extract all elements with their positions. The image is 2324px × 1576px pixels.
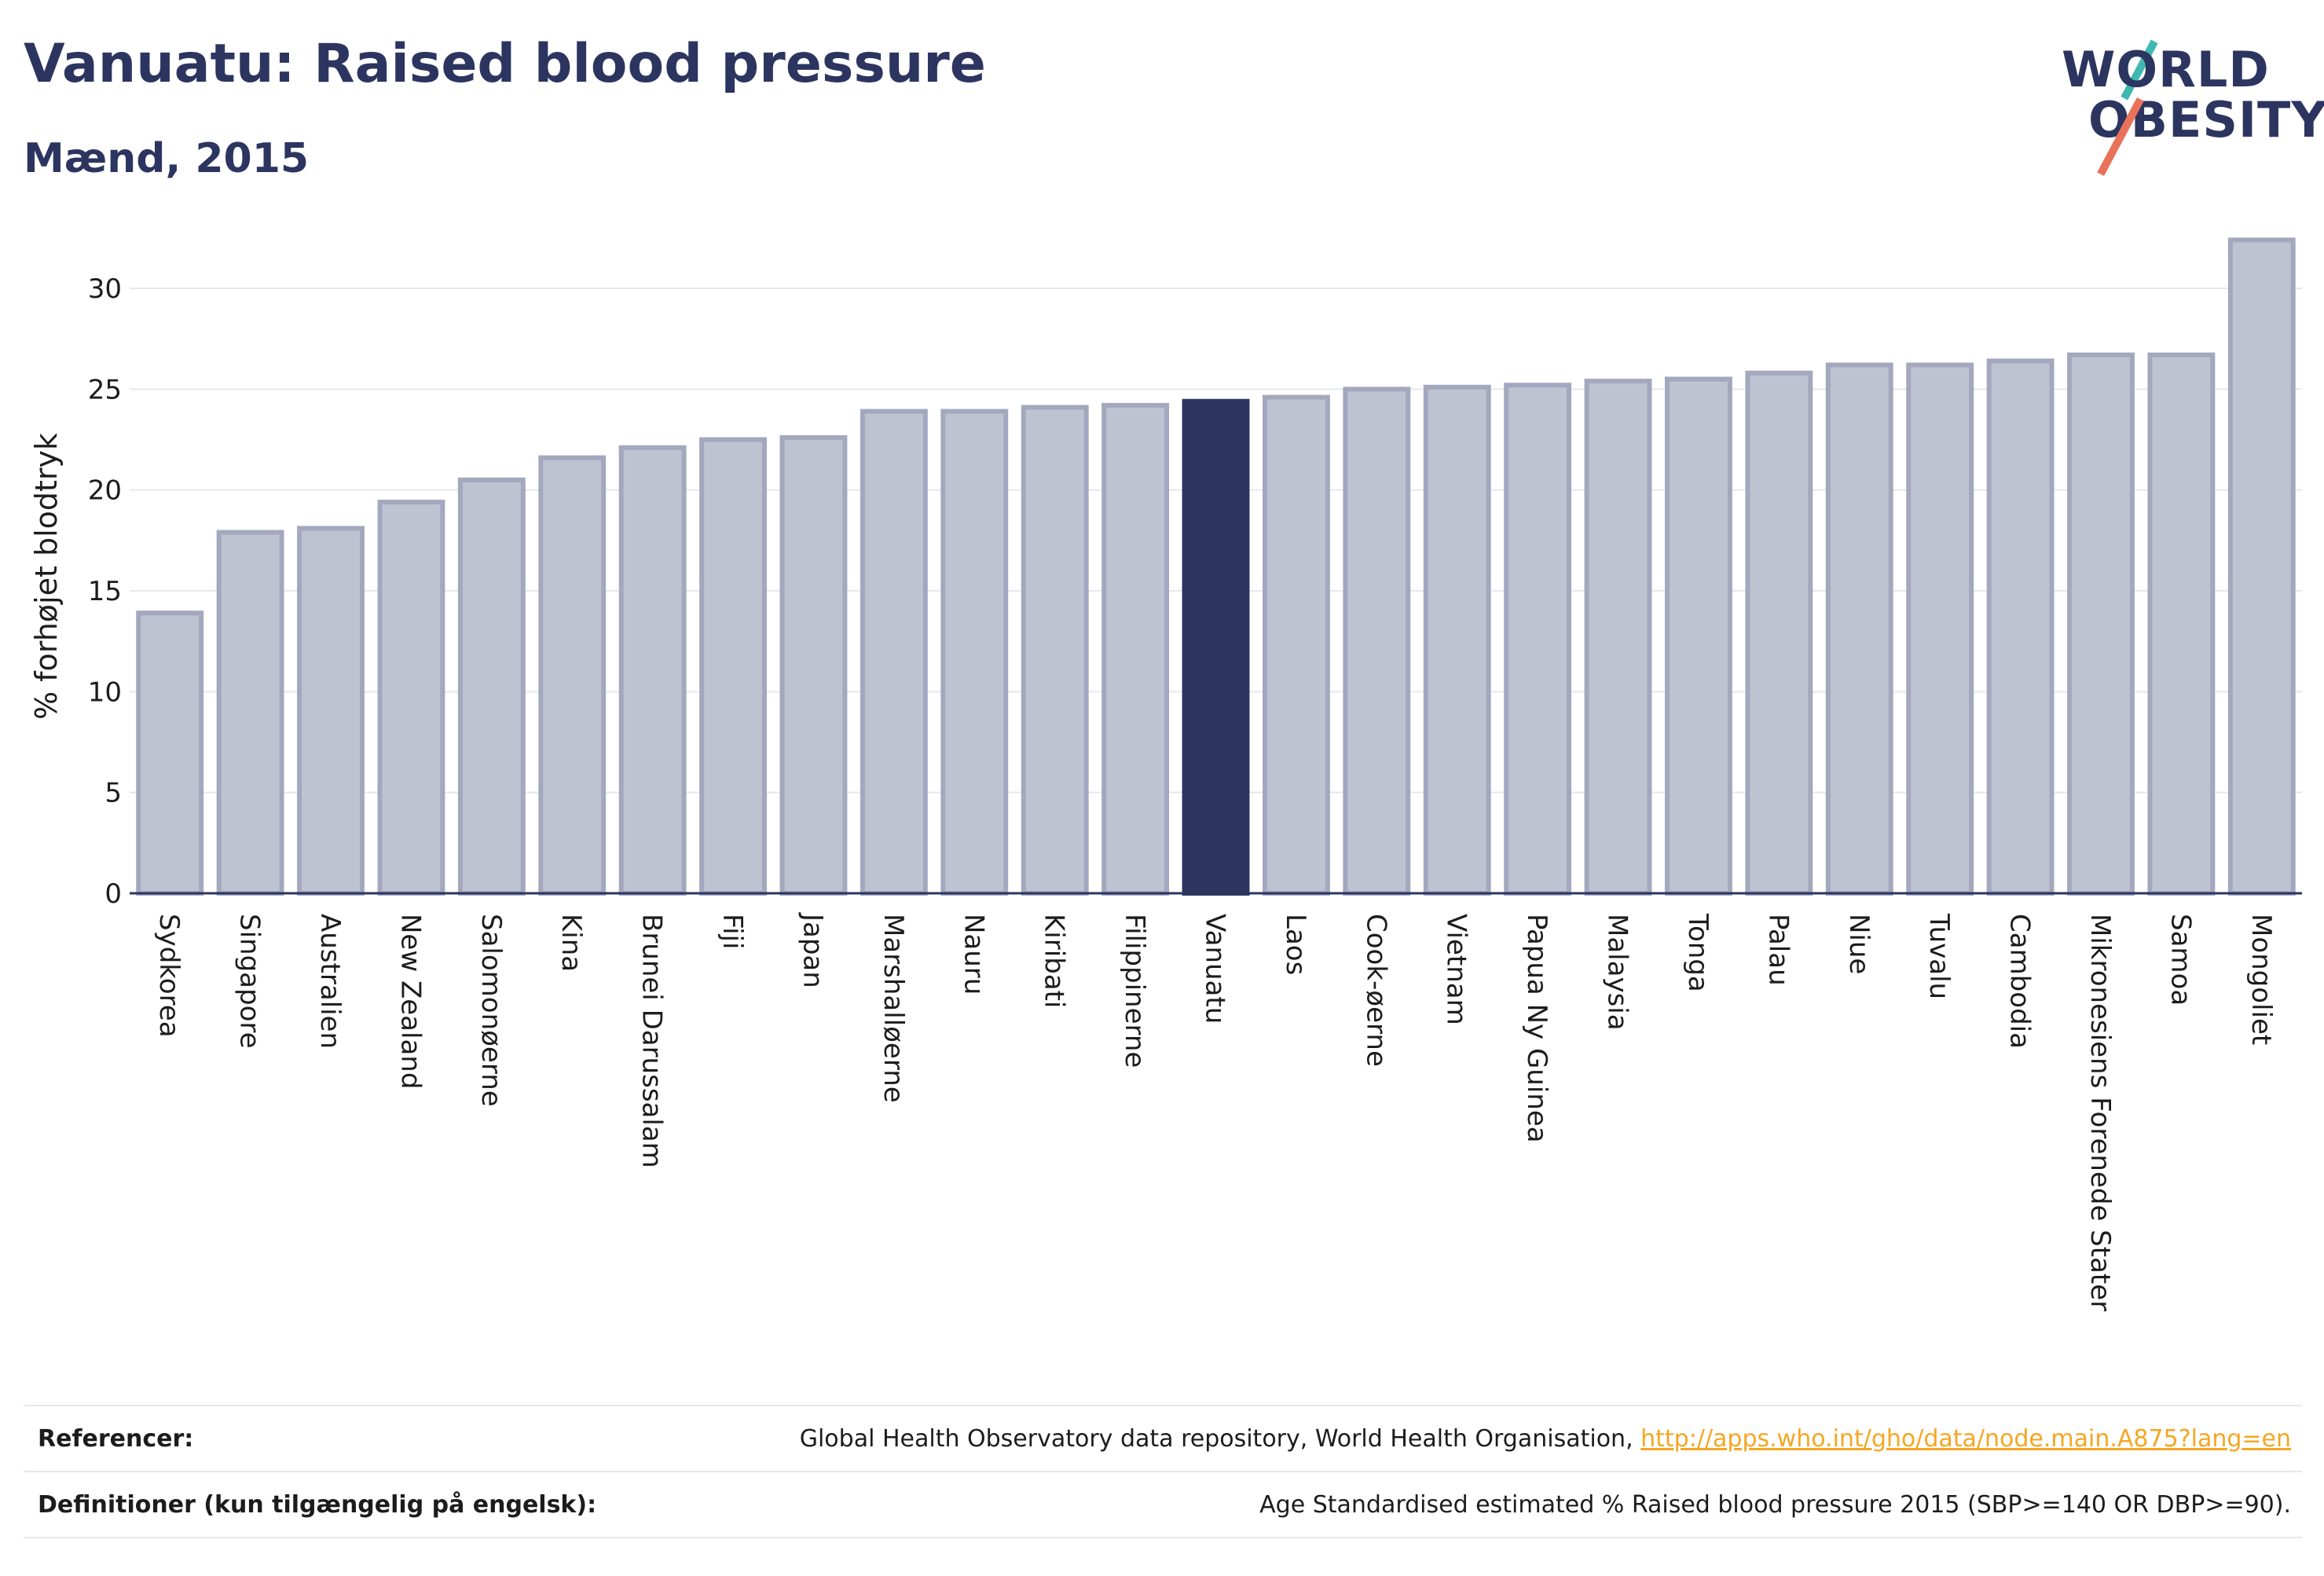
x-tick-label: Singapore <box>234 914 266 1049</box>
y-tick-label: 10 <box>88 676 122 708</box>
bars <box>136 237 2296 896</box>
references-text: Global Health Observatory data repositor… <box>799 1424 1641 1453</box>
bar <box>377 500 445 896</box>
bar <box>618 445 687 896</box>
x-tick-label: Fiji <box>717 914 748 949</box>
x-tick-label: Mongoliet <box>2245 914 2277 1045</box>
x-tick-label: Papua Ny Guinea <box>1521 914 1552 1143</box>
bar <box>1423 384 1491 896</box>
definitions-label: Definitioner (kun tilgængelig på engelsk… <box>38 1490 597 1519</box>
y-tick-label: 20 <box>88 475 122 507</box>
x-tick-label: Tuvalu <box>1923 913 1955 999</box>
x-tick-label: Cambodia <box>2004 914 2036 1049</box>
x-tick-label: Sydkorea <box>153 914 185 1038</box>
y-tick-label: 25 <box>88 374 122 405</box>
x-tick-label: Australien <box>314 914 346 1049</box>
x-tick-label: Vanuatu <box>1200 914 1231 1024</box>
bar <box>699 437 767 896</box>
x-tick-label: Brunei Darussalam <box>636 914 668 1168</box>
y-tick-label: 5 <box>104 778 122 809</box>
bar <box>1343 387 1411 896</box>
y-tick-label: 15 <box>88 576 122 607</box>
bar <box>1825 362 1893 896</box>
x-tick-label: Kina <box>555 914 587 972</box>
x-tick-label: Malaysia <box>1602 914 1633 1031</box>
bar <box>2147 352 2216 896</box>
bar <box>1021 405 1089 896</box>
bar <box>860 409 928 896</box>
bar <box>779 434 848 896</box>
x-tick-label: Salomonøerne <box>475 914 507 1107</box>
x-tick-label: Cook-øerne <box>1360 914 1391 1067</box>
bar <box>1745 370 1813 896</box>
x-tick-label: Samoa <box>2165 914 2196 1006</box>
x-tick-label: Tonga <box>1682 913 1714 992</box>
bar <box>2067 352 2135 896</box>
x-tick-label: Mikronesiens Forenede Stater <box>2084 914 2116 1311</box>
bar <box>2227 237 2296 896</box>
x-tick-label: Vietnam <box>1441 914 1472 1025</box>
x-tick-label: Kiribati <box>1039 914 1070 1008</box>
bar <box>940 409 1009 896</box>
bar <box>136 610 204 896</box>
x-tick-label: Filippinerne <box>1119 914 1150 1068</box>
bar-highlighted <box>1182 398 1250 896</box>
x-tick-label: Palau <box>1762 914 1794 986</box>
references-value: Global Health Observatory data repositor… <box>800 1425 2302 1453</box>
x-tick-label: Nauru <box>958 914 989 995</box>
x-tick-label: Niue <box>1843 914 1875 974</box>
bar <box>1584 379 1652 896</box>
world-obesity-logo: WORLD OBESITY <box>2051 38 2324 177</box>
y-axis-title: % forhøjet blodtryk <box>29 433 64 720</box>
x-tick-label: Laos <box>1280 914 1311 975</box>
references-label: Referencer: <box>38 1424 194 1453</box>
page-subtitle: Mænd, 2015 <box>24 135 310 182</box>
bar <box>297 526 365 896</box>
page-title: Vanuatu: Raised blood pressure <box>24 33 986 95</box>
bar <box>1986 358 2055 896</box>
y-tick-label: 0 <box>104 878 122 910</box>
bar <box>1504 383 1572 896</box>
x-tick-label: Japan <box>797 912 828 988</box>
bar <box>1102 402 1170 896</box>
bar <box>216 530 284 896</box>
bar <box>1262 394 1330 896</box>
references-link[interactable]: http://apps.who.int/gho/data/node.main.A… <box>1640 1424 2291 1453</box>
definitions-row: Definitioner (kun tilgængelig på engelsk… <box>24 1471 2302 1538</box>
logo-line1: WORLD <box>2062 41 2270 98</box>
bar <box>538 455 607 896</box>
x-tick-label: New Zealand <box>394 914 426 1089</box>
x-axis-labels: Sydkorea Singapore Australien New Zealand Sa… <box>153 912 2277 1311</box>
x-tick-label: Marshalløerne <box>878 914 909 1103</box>
bar <box>1665 376 1732 896</box>
y-tick-label: 30 <box>88 273 122 305</box>
bar-chart: 0 5 10 15 20 25 30 Sydkorea Singapore Australien… <box>29 237 2302 1311</box>
definitions-text: Age Standardised estimated % Raised bloo… <box>1259 1490 2291 1519</box>
bar <box>1906 362 1974 896</box>
references-row: Referencer: Global Health Observatory da… <box>24 1405 2302 1471</box>
y-axis-ticks: 0 5 10 15 20 25 30 <box>88 273 122 910</box>
bar <box>457 477 526 896</box>
